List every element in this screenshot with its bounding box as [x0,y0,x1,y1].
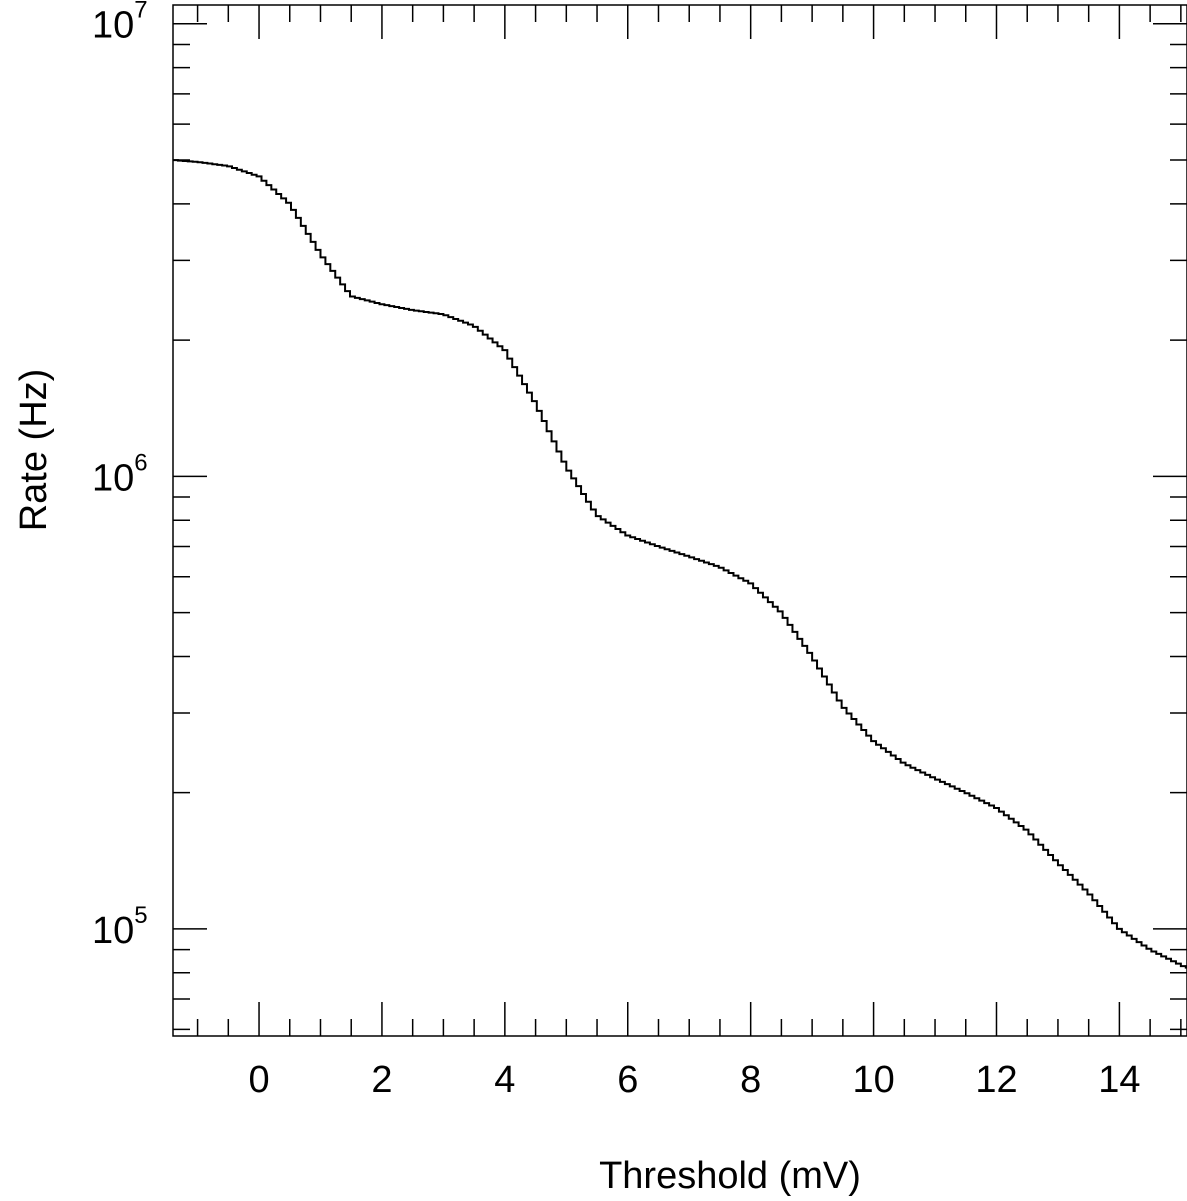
x-tick-label: 6 [617,1059,638,1101]
x-tick-label: 14 [1098,1059,1140,1101]
y-tick-label: 107 [92,0,148,47]
x-tick-label: 10 [852,1059,894,1101]
y-tick-exponent: 6 [134,449,147,476]
x-tick-label: 0 [248,1059,269,1101]
x-axis-title: Threshold (mV) [599,1155,861,1197]
plot-frame [173,5,1187,1036]
y-tick-base: 10 [92,457,134,499]
y-tick-exponent: 7 [134,0,147,24]
x-tick-label: 8 [740,1059,761,1101]
x-tick-label: 4 [494,1059,515,1101]
y-tick-label: 105 [92,902,148,952]
x-axis-ticks: 0 2 4 6 8 10 12 14 [248,5,1140,1101]
y-tick-base: 10 [92,5,134,47]
x-tick-label: 12 [975,1059,1017,1101]
y-tick-exponent: 5 [134,902,147,929]
y-axis-title: Rate (Hz) [13,369,55,532]
minor-ticks [173,5,1187,1036]
y-tick-base: 10 [92,910,134,952]
y-tick-label: 106 [92,449,148,499]
x-tick-label: 2 [371,1059,392,1101]
series-line [173,160,1187,967]
